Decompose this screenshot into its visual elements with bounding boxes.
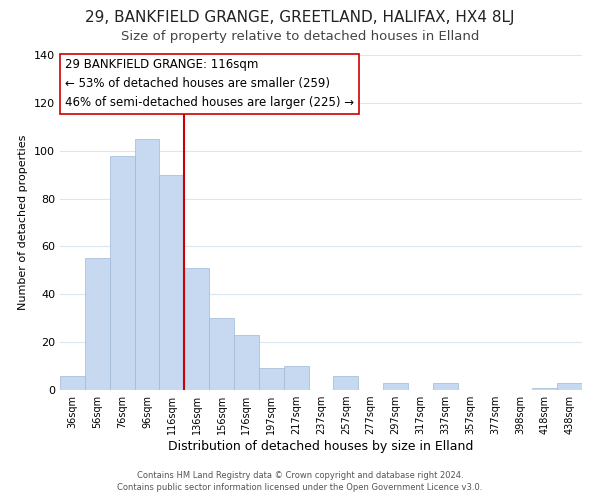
Text: 29 BANKFIELD GRANGE: 116sqm
← 53% of detached houses are smaller (259)
46% of se: 29 BANKFIELD GRANGE: 116sqm ← 53% of det… [65,58,355,110]
Bar [184,268,209,390]
Bar [209,318,234,390]
Bar [259,368,284,390]
Bar [85,258,110,390]
X-axis label: Distribution of detached houses by size in Elland: Distribution of detached houses by size … [169,440,473,453]
Text: 29, BANKFIELD GRANGE, GREETLAND, HALIFAX, HX4 8LJ: 29, BANKFIELD GRANGE, GREETLAND, HALIFAX… [85,10,515,25]
Bar [284,366,308,390]
Bar [60,376,85,390]
Bar [134,138,160,390]
Bar [383,383,408,390]
Bar [334,376,358,390]
Bar [532,388,557,390]
Bar [234,335,259,390]
Bar [433,383,458,390]
Text: Contains HM Land Registry data © Crown copyright and database right 2024.
Contai: Contains HM Land Registry data © Crown c… [118,471,482,492]
Bar [557,383,582,390]
Y-axis label: Number of detached properties: Number of detached properties [19,135,28,310]
Bar [160,174,184,390]
Bar [110,156,134,390]
Text: Size of property relative to detached houses in Elland: Size of property relative to detached ho… [121,30,479,43]
